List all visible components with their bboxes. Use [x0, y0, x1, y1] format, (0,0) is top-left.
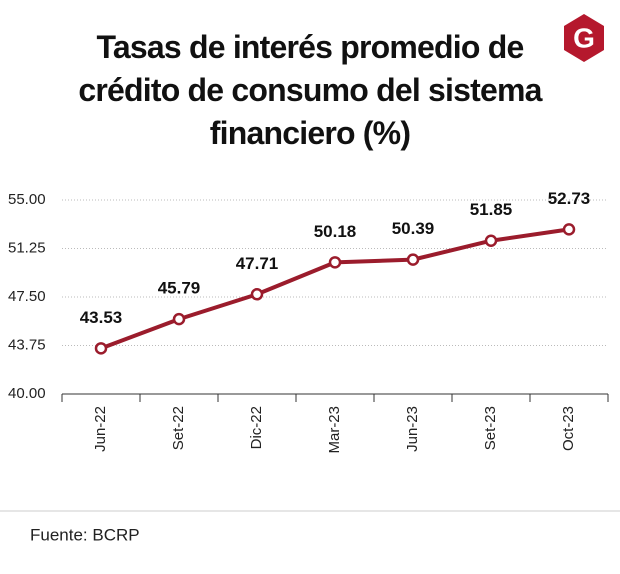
x-tick-label: Set-23 [482, 406, 499, 450]
y-tick-label: 51.25 [8, 239, 46, 256]
value-label: 43.53 [80, 308, 123, 327]
source: Fuente: BCRP [30, 525, 140, 544]
point [484, 234, 498, 247]
value-label: 47.71 [236, 254, 279, 273]
logo-badge [564, 14, 604, 62]
point [94, 342, 108, 355]
point [406, 253, 420, 266]
point [328, 256, 342, 269]
y-tick-label: 43.75 [8, 336, 46, 353]
chart-title: Tasas de interés promedio de crédito de … [78, 29, 542, 151]
x-tick-label: Dic-22 [248, 406, 265, 449]
y-tick-label: 47.50 [8, 288, 46, 305]
value-label: 50.18 [314, 222, 357, 241]
value-label: 45.79 [158, 279, 201, 298]
y-tick-label: 40.00 [8, 385, 46, 402]
x-tick-label: Jun-22 [92, 406, 109, 452]
value-label: 50.39 [392, 219, 435, 238]
point [172, 312, 186, 326]
y-tick-label: 55.00 [8, 191, 46, 208]
value-label: 51.85 [470, 200, 513, 219]
x-tick-label: Jun-23 [404, 406, 421, 452]
point [250, 288, 264, 301]
point [562, 223, 576, 236]
logo: G [573, 22, 595, 53]
x-tick-label: Set-22 [170, 406, 187, 450]
value-label: 52.73 [548, 189, 591, 208]
x-tick-label: Oct-23 [560, 406, 577, 451]
x-tick-label: Mar-23 [326, 406, 343, 454]
